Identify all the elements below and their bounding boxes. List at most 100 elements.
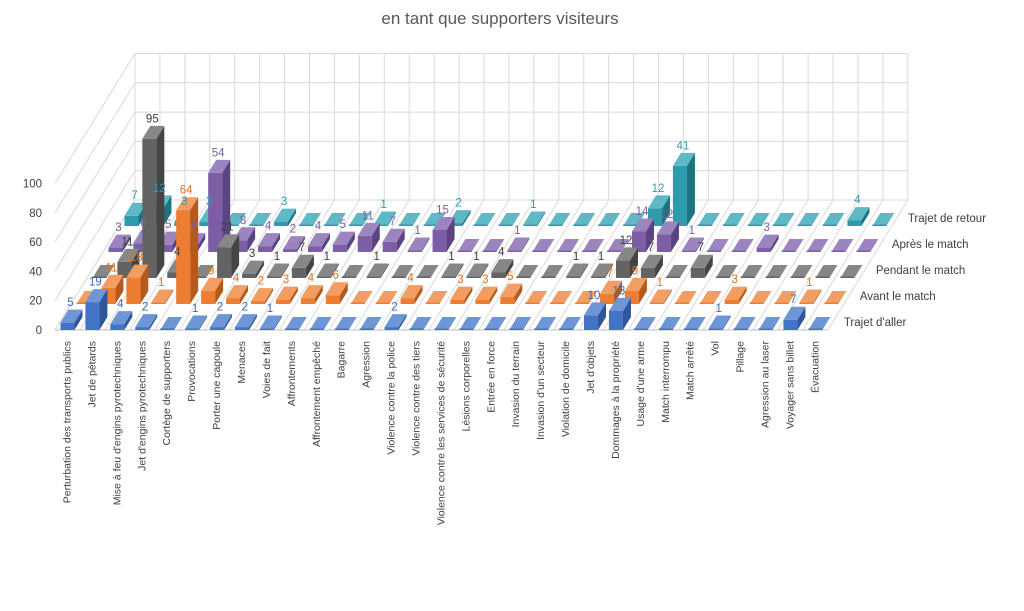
bar-top-face [649, 289, 672, 303]
bar-top-face [382, 228, 405, 242]
bar-top-face [475, 286, 498, 300]
bar-front-face [332, 244, 347, 252]
bar-top-face [583, 302, 606, 316]
zero-slab-edge [633, 328, 648, 330]
data-label: 7 [607, 268, 613, 280]
data-label: 19 [89, 277, 102, 289]
zero-slab [774, 291, 797, 304]
bar-top-face [441, 263, 464, 277]
depth-axis-series-label: Trajet de retour [908, 213, 986, 225]
zero-slab [548, 213, 571, 226]
bar-side-face [480, 263, 489, 278]
bar-front-face [282, 249, 297, 252]
bar-top-face [126, 264, 149, 278]
bar-side-face [280, 263, 289, 278]
category-label: Invasion du terrain [510, 341, 522, 428]
data-label: 3 [763, 222, 769, 234]
zero-slab [425, 291, 448, 304]
bar-side-face [398, 314, 407, 330]
series-avant-le-match [76, 197, 847, 304]
data-label: 12 [652, 183, 665, 195]
bar-top-face [201, 277, 224, 291]
zero-slab [722, 213, 745, 226]
bar-top-face [117, 248, 140, 262]
bar-front-face [615, 260, 630, 278]
zero-slab-edge [457, 250, 472, 252]
zero-slab-edge [550, 302, 565, 304]
zero-slab-edge [525, 302, 540, 304]
zero-slab-edge [808, 328, 823, 330]
bar-top-face [124, 202, 147, 216]
value-axis-tick-label: 100 [23, 179, 42, 191]
data-label: 2 [455, 198, 461, 210]
zero-slab-edge [509, 328, 524, 330]
category-label: Dommages à la propriété [610, 341, 622, 459]
zero-slab-edge [459, 328, 474, 330]
value-axis-tick-label: 40 [29, 266, 42, 278]
bar-top-face [724, 286, 747, 300]
floor-diagonal-gridline [752, 199, 834, 331]
data-label: 1 [573, 251, 579, 263]
bar-side-face [115, 274, 124, 304]
bar-front-face [242, 273, 257, 278]
bar-top-face [366, 263, 389, 277]
bar-top-face [566, 263, 589, 277]
zero-slab [633, 317, 656, 330]
zero-slab-edge [749, 302, 764, 304]
bar-front-face [591, 276, 606, 278]
zero-slab-edge [541, 276, 556, 278]
bar-front-face [85, 302, 100, 330]
bar-side-face [321, 233, 330, 252]
floor-diagonal-gridline [702, 199, 784, 331]
data-label: 4 [407, 273, 414, 285]
category-label: Jet d'objets [585, 341, 597, 394]
bar-front-face [234, 327, 249, 330]
zero-slab-edge [722, 224, 737, 226]
bar-top-face [756, 234, 779, 248]
zero-slab [840, 265, 863, 278]
data-label: 1 [381, 199, 387, 211]
bar-side-face [197, 233, 206, 252]
zero-slab [498, 213, 521, 226]
data-label: 1 [448, 251, 454, 263]
zero-slab [516, 265, 539, 278]
bar-top-face [274, 208, 297, 222]
bar-top-face [282, 236, 305, 250]
leftwall-gridline [54, 82, 136, 214]
bar-side-face [704, 254, 713, 278]
data-label: 3 [206, 196, 212, 208]
zero-slab-edge [697, 224, 712, 226]
data-label: 1 [530, 199, 536, 211]
zero-slab [550, 291, 573, 304]
depth-axis-series-label: Pendant le match [876, 265, 966, 277]
data-label: 5 [67, 297, 73, 309]
floor-diagonal-gridline [503, 199, 585, 331]
zero-slab-edge [658, 328, 673, 330]
zero-slab [872, 213, 895, 226]
bar-top-face [599, 280, 622, 294]
zero-slab [459, 317, 482, 330]
zero-slab [623, 213, 646, 226]
floor-diagonal-gridline [204, 199, 286, 331]
zero-slab-edge [409, 328, 424, 330]
category-label: Perturbation des transports publics [61, 341, 73, 503]
bar-top-face [523, 211, 546, 225]
zero-slab [822, 213, 845, 226]
zero-slab-edge [359, 328, 374, 330]
bar-side-face [770, 234, 779, 252]
data-label: 3 [115, 222, 121, 234]
zero-slab [92, 265, 115, 278]
zero-slab-edge [559, 328, 574, 330]
zero-slab-edge [375, 302, 390, 304]
floor-diagonal-gridline [827, 199, 909, 331]
bar-front-face [384, 327, 399, 330]
zero-slab-edge [790, 276, 805, 278]
bar-top-face [647, 195, 670, 209]
zero-slab [765, 265, 788, 278]
data-label: 3 [731, 274, 737, 286]
bar-top-face [258, 233, 281, 247]
bar-side-face [455, 263, 464, 278]
bar-side-face [797, 306, 806, 330]
bar-top-face [491, 259, 514, 273]
